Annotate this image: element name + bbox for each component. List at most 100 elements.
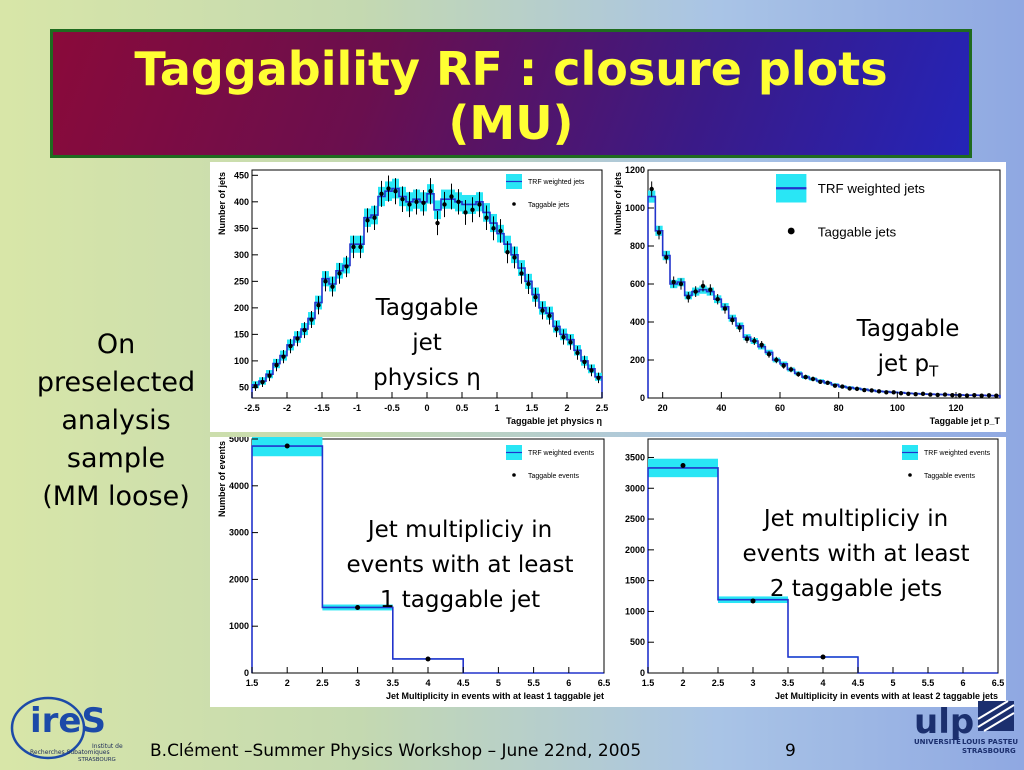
x-tick-label: -2 [283,403,291,413]
taggable-point [752,338,757,344]
y-axis-label: Number of jets [217,172,227,235]
x-tick-label: 5 [890,678,895,688]
taggable-point [554,326,559,332]
taggable-point [505,249,510,255]
taggable-point [869,388,874,393]
y-tick-label: 1000 [229,621,249,631]
ulp-logo-line2: LOUIS PASTEUR [962,738,1018,746]
x-tick-label: -0.5 [384,403,400,413]
x-tick-label: 2.5 [712,678,725,688]
trf-step-line [647,195,1001,398]
taggable-point [568,340,573,345]
x-tick-label: 120 [948,403,963,413]
taggable-point [407,202,412,207]
legend: TRF weighted events Taggable events [902,445,991,480]
x-tick-label: 2.5 [316,678,329,688]
annotation-pt-line2: jet pT [838,347,978,390]
chart-pt: 20 40 60 80 100 120020040060080010001200Tagga… [613,165,1001,426]
y-tick-label: 100 [234,356,249,366]
x-tick-label: 4.5 [457,678,470,688]
taggable-point [700,283,706,289]
x-tick-label: 20 [658,403,668,413]
taggable-point [744,336,750,342]
plot-frame [647,169,1001,399]
y-tick-label: 400 [234,197,249,207]
y-tick-label: 0 [244,668,249,678]
annotation-mult2-line: events with at least [742,541,970,567]
taggable-point [774,357,779,363]
side-note-line: analysis [61,405,171,436]
x-tick-label: -1.5 [314,403,330,413]
taggable-point [913,392,918,397]
taggable-point [781,363,786,368]
x-tick-label: 5 [496,678,501,688]
slide-title-box: Taggability RF : closure plots (MU) [50,29,972,158]
taggable-point [730,317,735,323]
taggable-point [715,297,720,302]
side-note-line: sample [66,443,166,474]
x-tick-label: 4 [425,678,430,688]
annotation-mult2: Jet multipliciy in events with at least … [718,502,994,607]
taggable-point [295,336,300,341]
y-axis-label: Number of jets [613,172,623,235]
taggable-point [351,244,356,250]
taggable-point [498,228,503,234]
x-tick-label: 6.5 [598,678,610,688]
taggable-point [547,313,552,319]
taggable-point [365,218,370,223]
y-tick-label: 500 [630,637,645,647]
y-tick-label: 2000 [625,545,645,555]
legend-marker-swatch [908,473,912,477]
taggable-point [477,202,482,207]
taggable-point [680,462,686,468]
taggable-point [766,352,772,357]
x-tick-label: 1.5 [246,678,259,688]
y-tick-label: 3000 [229,528,249,538]
x-tick-label: 1.5 [642,678,655,688]
taggable-point [533,295,538,300]
chart-eta: -2.5 -2 -1.5 -1 -0.5 0 0.5 1 1.5 2 2.5 50 100 150 200 2… [217,169,609,426]
x-tick-label: -2.5 [244,403,260,413]
annotation-eta-line: Taggable [375,295,479,321]
taggable-point [561,334,566,340]
x-axis-label: Taggable jet p_T [930,416,1001,426]
x-tick-label: 3.5 [782,678,795,688]
taggable-point [267,373,272,378]
taggable-point [964,393,970,398]
y-tick-label: 400 [630,317,645,327]
y-tick-label: 1000 [625,203,645,213]
trf-step-line [251,187,603,398]
y-tick-label: 250 [234,276,249,286]
taggable-point [649,186,654,192]
taggable-point [358,244,363,250]
taggable-point [330,284,335,289]
taggable-point [372,215,377,220]
taggable-point [671,279,676,285]
legend-marker-swatch [787,227,795,235]
taggable-point [972,392,977,398]
taggable-point [840,384,845,389]
y-tick-label: 0 [640,393,645,403]
x-tick-label: 100 [890,403,905,413]
x-tick-label: 1.5 [526,403,539,413]
taggable-point [891,390,896,395]
y-tick-label: 200 [234,303,249,313]
taggable-point [686,295,691,300]
taggable-point [442,202,447,207]
taggable-point [309,317,314,322]
taggable-point [323,279,328,284]
legend-label: Taggable jets [528,202,570,209]
taggable-point [337,271,342,276]
ires-logo: ireS Institut de Recherches Subatomiques… [8,690,128,766]
y-tick-label: 200 [630,355,645,365]
legend-label: TRF weighted events [924,450,991,457]
y-tick-label: 2000 [229,574,249,584]
y-tick-label: 800 [630,241,645,251]
taggable-point [750,598,756,604]
x-tick-label: 3.5 [387,678,400,688]
x-tick-label: 2.5 [596,403,609,413]
taggable-point [526,281,531,287]
taggable-point [589,368,594,373]
x-tick-label: 2 [564,403,569,413]
taggable-point [463,210,468,215]
